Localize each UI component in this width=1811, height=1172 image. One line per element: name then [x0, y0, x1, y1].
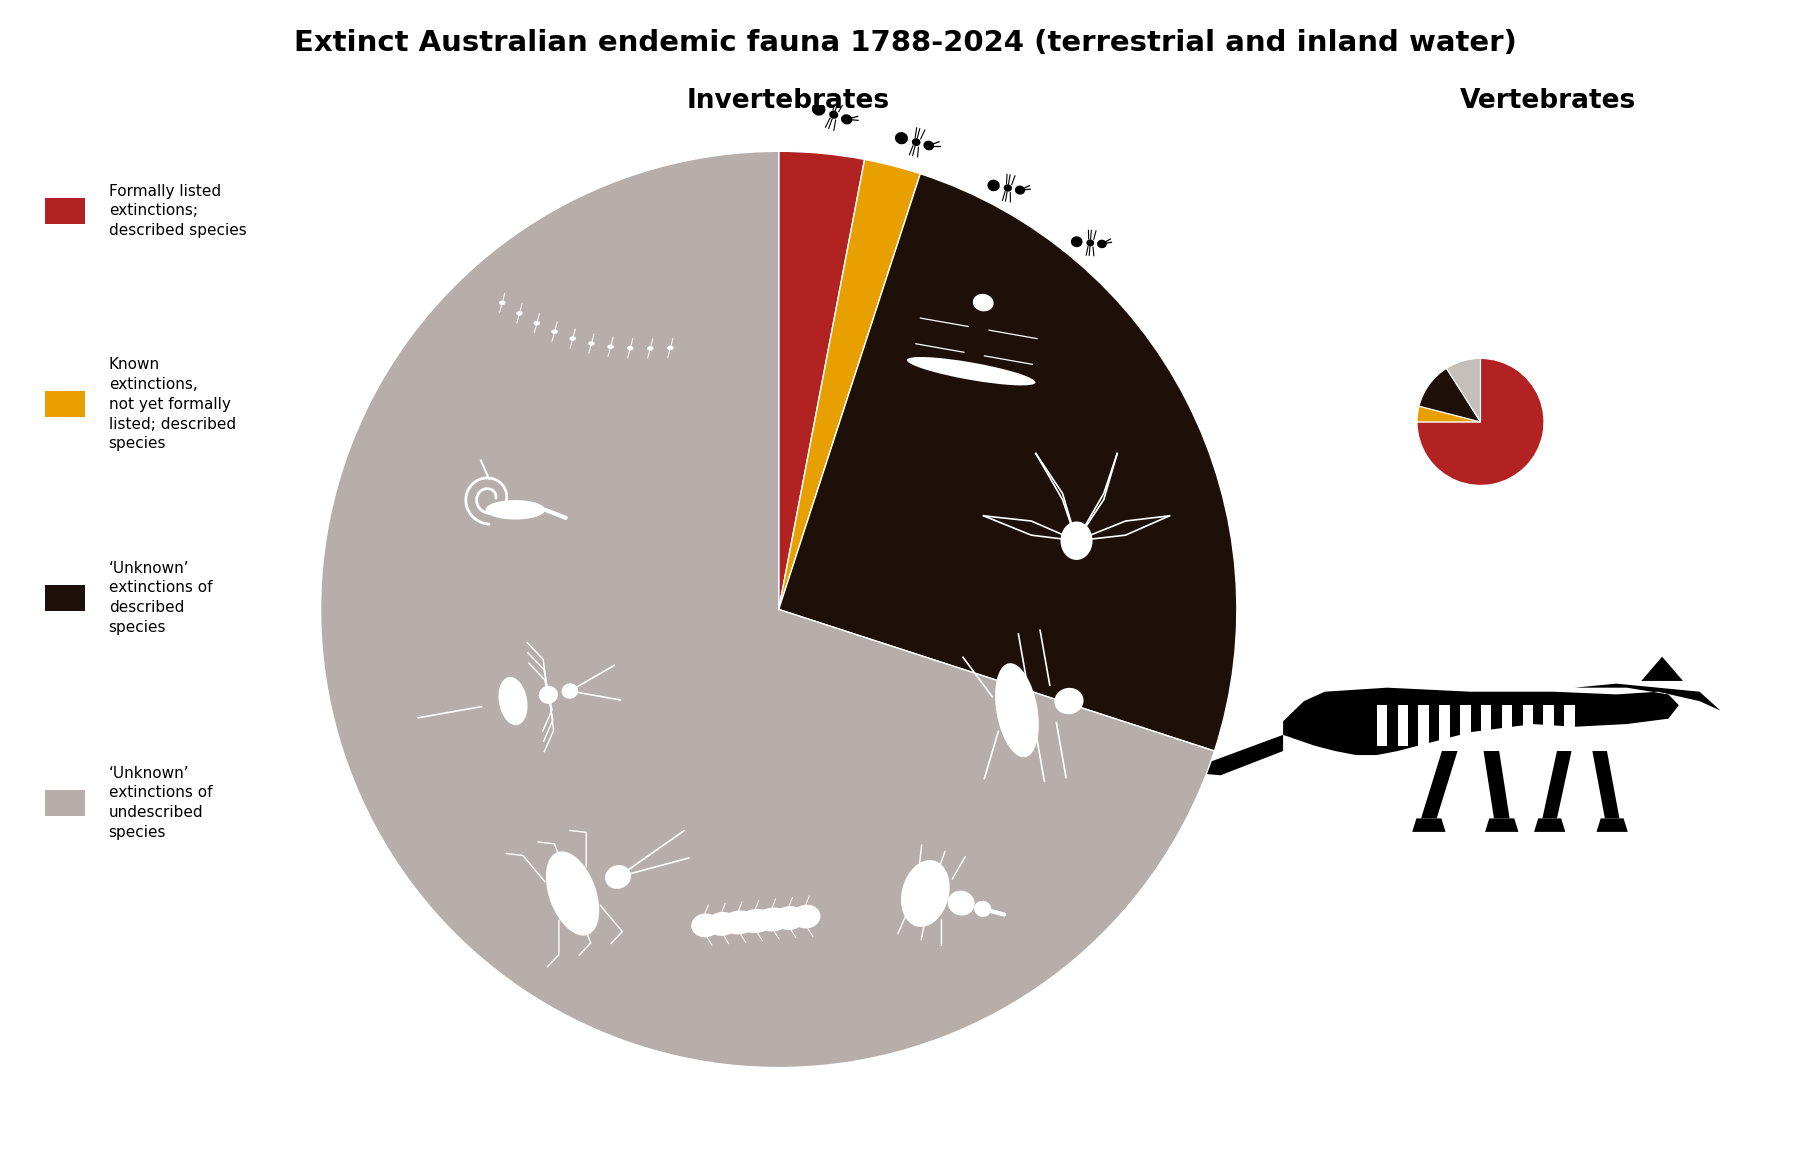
Ellipse shape — [721, 911, 757, 934]
Ellipse shape — [924, 141, 934, 150]
Ellipse shape — [1054, 688, 1083, 714]
Polygon shape — [1534, 818, 1565, 832]
Polygon shape — [1501, 706, 1512, 745]
Ellipse shape — [540, 686, 558, 704]
Ellipse shape — [498, 301, 505, 305]
Polygon shape — [1440, 706, 1451, 745]
Ellipse shape — [545, 851, 599, 935]
Polygon shape — [1418, 706, 1429, 745]
Ellipse shape — [974, 901, 991, 917]
Ellipse shape — [605, 865, 630, 888]
Ellipse shape — [994, 663, 1040, 757]
Ellipse shape — [1003, 184, 1012, 192]
Ellipse shape — [737, 909, 775, 933]
Polygon shape — [1190, 735, 1282, 776]
Polygon shape — [1485, 818, 1518, 832]
Text: Extinct Australian endemic fauna 1788-2024 (terrestrial and inland water): Extinct Australian endemic fauna 1788-20… — [293, 29, 1518, 57]
Ellipse shape — [829, 110, 838, 118]
Polygon shape — [1641, 656, 1682, 681]
Polygon shape — [1543, 706, 1554, 745]
Polygon shape — [1460, 706, 1471, 745]
Wedge shape — [779, 151, 864, 609]
Ellipse shape — [791, 905, 820, 928]
Polygon shape — [1483, 751, 1510, 818]
Text: ‘Unknown’
extinctions of
described
species: ‘Unknown’ extinctions of described speci… — [109, 560, 212, 635]
Polygon shape — [1543, 751, 1572, 818]
Ellipse shape — [1070, 237, 1083, 247]
FancyBboxPatch shape — [45, 585, 85, 611]
Ellipse shape — [706, 912, 739, 936]
Polygon shape — [1523, 706, 1532, 745]
Wedge shape — [1416, 407, 1481, 422]
Ellipse shape — [666, 346, 674, 350]
Wedge shape — [321, 151, 1215, 1068]
Wedge shape — [1447, 359, 1481, 422]
Ellipse shape — [485, 500, 545, 519]
Ellipse shape — [561, 683, 578, 699]
FancyBboxPatch shape — [45, 391, 85, 417]
Text: Vertebrates: Vertebrates — [1460, 88, 1637, 114]
Ellipse shape — [516, 311, 523, 315]
Polygon shape — [1422, 751, 1458, 818]
Ellipse shape — [551, 329, 558, 334]
Polygon shape — [1565, 706, 1576, 745]
Polygon shape — [1592, 751, 1619, 818]
Ellipse shape — [811, 103, 826, 116]
Ellipse shape — [1061, 522, 1092, 560]
Ellipse shape — [647, 346, 654, 350]
Polygon shape — [1376, 706, 1387, 745]
FancyBboxPatch shape — [45, 790, 85, 816]
Ellipse shape — [534, 321, 540, 326]
Wedge shape — [779, 173, 1237, 751]
Wedge shape — [1420, 368, 1481, 422]
Ellipse shape — [627, 346, 634, 350]
Text: ‘Unknown’
extinctions of
undescribed
species: ‘Unknown’ extinctions of undescribed spe… — [109, 765, 212, 840]
Ellipse shape — [1087, 239, 1094, 246]
Text: Invertebrates: Invertebrates — [686, 88, 889, 114]
Ellipse shape — [947, 891, 974, 915]
Ellipse shape — [607, 345, 614, 349]
Text: Formally listed
extinctions;
described species: Formally listed extinctions; described s… — [109, 184, 246, 238]
Ellipse shape — [907, 357, 1036, 386]
Ellipse shape — [913, 138, 920, 146]
Polygon shape — [1481, 706, 1492, 745]
Text: Known
extinctions,
not yet formally
listed; described
species: Known extinctions, not yet formally list… — [109, 357, 235, 451]
Ellipse shape — [755, 907, 790, 932]
Wedge shape — [779, 159, 920, 609]
Ellipse shape — [840, 114, 853, 124]
Ellipse shape — [987, 179, 1000, 191]
Ellipse shape — [1097, 239, 1107, 248]
Ellipse shape — [1014, 185, 1025, 195]
Ellipse shape — [569, 336, 576, 341]
FancyBboxPatch shape — [45, 198, 85, 224]
Ellipse shape — [902, 860, 949, 927]
Polygon shape — [1413, 818, 1445, 832]
Wedge shape — [1416, 359, 1545, 485]
Ellipse shape — [692, 913, 719, 938]
Ellipse shape — [589, 341, 594, 346]
Ellipse shape — [498, 677, 527, 725]
Polygon shape — [1282, 683, 1720, 755]
Ellipse shape — [773, 906, 806, 931]
Polygon shape — [1597, 818, 1628, 832]
Polygon shape — [1398, 706, 1409, 745]
Ellipse shape — [895, 132, 907, 144]
Ellipse shape — [973, 294, 994, 312]
